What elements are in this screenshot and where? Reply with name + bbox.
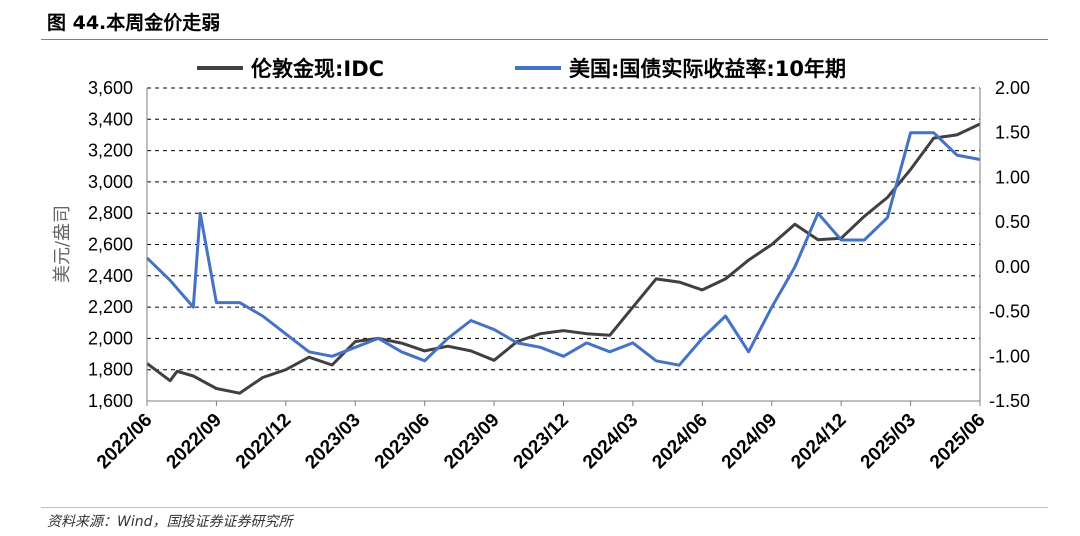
x-tick-label: 2022/06: [93, 410, 156, 473]
right-tick-label: -1.50: [989, 391, 1030, 411]
right-tick-label: 1.50: [995, 123, 1030, 143]
left-axis-ticks: 1,600 1,800 2,000 2,200 2,400 2,600 2,800 3,000…: [88, 78, 133, 411]
right-axis-ticks: -1.50 -1.00 -0.50 0.00 0.50 1.00 1.50 2.00: [989, 78, 1030, 411]
right-tick-label: 2.00: [995, 78, 1030, 98]
x-tick-label: 2024/09: [718, 410, 781, 473]
x-tick-label: 2025/06: [926, 410, 989, 473]
x-tick-label: 2023/03: [301, 410, 364, 473]
x-tick-label: 2024/03: [579, 410, 642, 473]
x-tick-label: 2023/06: [371, 410, 434, 473]
left-tick-label: 2,000: [88, 328, 133, 348]
left-tick-label: 2,600: [88, 235, 133, 255]
right-tick-label: -1.00: [989, 346, 1030, 366]
left-tick-label: 2,800: [88, 203, 133, 223]
source-note: 资料来源：Wind，国投证券证券研究所: [47, 514, 293, 530]
x-tick-label: 2022/12: [232, 410, 295, 473]
x-tick-label: 2023/12: [510, 410, 573, 473]
y-axis-label: 美元/盎司: [52, 205, 73, 283]
left-tick-label: 3,400: [88, 109, 133, 129]
right-tick-label: 0.50: [995, 212, 1030, 232]
left-tick-label: 1,800: [88, 360, 133, 380]
series-layer: [145, 122, 981, 395]
left-tick-label: 2,200: [88, 297, 133, 317]
right-tick-label: 0.00: [995, 257, 1030, 277]
right-tick-label: 1.00: [995, 167, 1030, 187]
bottom-divider: [41, 507, 1048, 508]
figure-title: 图 44.本周金价走弱: [47, 12, 221, 34]
left-tick-label: 3,200: [88, 141, 133, 161]
series-line-1: [146, 122, 981, 395]
legend: 伦敦金现:IDC 美国:国债实际收益率:10年期: [197, 57, 846, 81]
x-tick-label: 2022/09: [163, 410, 226, 473]
x-tick-label: 2024/06: [648, 410, 711, 473]
left-tick-label: 2,400: [88, 266, 133, 286]
grid-lines: [147, 87, 980, 371]
legend-label-2: 美国:国债实际收益率:10年期: [569, 57, 846, 81]
left-tick-label: 3,000: [88, 172, 133, 192]
legend-label-1: 伦敦金现:IDC: [251, 57, 384, 81]
right-tick-label: -0.50: [989, 302, 1030, 322]
series-line-2: [145, 131, 981, 367]
x-tick-label: 2025/03: [857, 410, 920, 473]
left-tick-label: 3,600: [88, 78, 133, 98]
x-tick-label: 2024/12: [787, 410, 850, 473]
x-tick-label: 2023/09: [440, 410, 503, 473]
left-tick-label: 1,600: [88, 391, 133, 411]
top-divider: [41, 39, 1048, 40]
x-axis-ticks: 2022/06 2022/09 2022/12 2023/03 2023/06 2023/…: [93, 401, 990, 473]
